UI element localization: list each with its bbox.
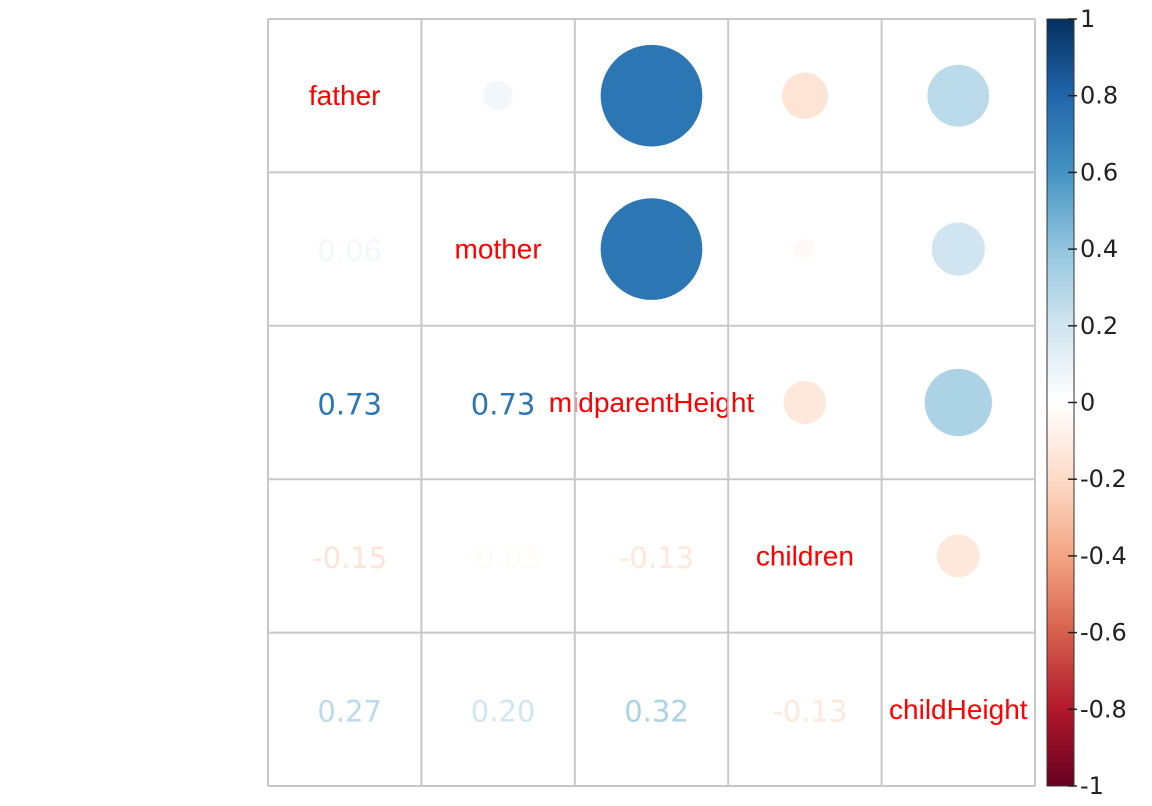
correlation-value: -0.03: [466, 541, 541, 575]
color-bar-tick-label: 0: [1080, 389, 1095, 417]
correlation-circle: [936, 534, 980, 578]
diagonal-label: children: [756, 540, 854, 571]
color-bar-tick-label: 1: [1080, 5, 1095, 33]
correlation-value: -0.13: [772, 694, 847, 728]
diagonal-label: childHeight: [889, 694, 1028, 725]
matrix-cells: father 0.06 mother 0.73 0.73 midparentHeight -…: [309, 44, 1028, 728]
correlation-circle: [794, 238, 816, 260]
correlation-circle: [927, 64, 990, 127]
color-bar-tick-label: -0.6: [1080, 619, 1127, 647]
correlation-circle: [783, 381, 827, 424]
correlation-circle: [924, 368, 992, 437]
correlation-value: 0.06: [317, 234, 382, 268]
correlation-circle: [483, 81, 513, 111]
color-bar-tick-label: -0.4: [1080, 542, 1127, 570]
color-bar-tick-label: -0.8: [1080, 695, 1127, 723]
correlation-value: 0.73: [471, 388, 536, 422]
color-bar-tick-label: 0.6: [1080, 158, 1118, 186]
color-bar-tick-label: 0.2: [1080, 312, 1118, 340]
diagonal-label: father: [309, 80, 381, 111]
color-legend: 1 0.8 0.6 0.4 0.2 0 -0.2 -0.4 -0.6 -0.8 -1: [1046, 5, 1127, 800]
correlation-value: 0.73: [317, 388, 382, 422]
correlation-value: -0.13: [619, 541, 694, 575]
color-bar-tick-label: -0.2: [1080, 465, 1127, 493]
color-bar-tick-label: -1: [1080, 772, 1104, 800]
color-bar-tick-label: 0.8: [1080, 82, 1118, 110]
correlation-circle: [600, 198, 703, 300]
correlation-value: -0.15: [312, 541, 387, 575]
diagonal-label: midparentHeight: [549, 387, 755, 418]
diagonal-label: mother: [455, 234, 542, 265]
matrix-background: [268, 19, 1035, 786]
correlation-circle: [600, 44, 703, 147]
correlation-value: 0.20: [471, 694, 536, 728]
correlation-value: 0.27: [317, 694, 382, 728]
correlation-circle: [931, 222, 985, 276]
correlation-matrix: father 0.06 mother 0.73 0.73 midparentHeight -…: [268, 19, 1035, 786]
color-bar-tick-label: 0.4: [1080, 235, 1118, 263]
correlation-circle: [781, 72, 828, 119]
matrix-grid: [267, 18, 1036, 787]
correlation-value: 0.32: [624, 694, 689, 728]
